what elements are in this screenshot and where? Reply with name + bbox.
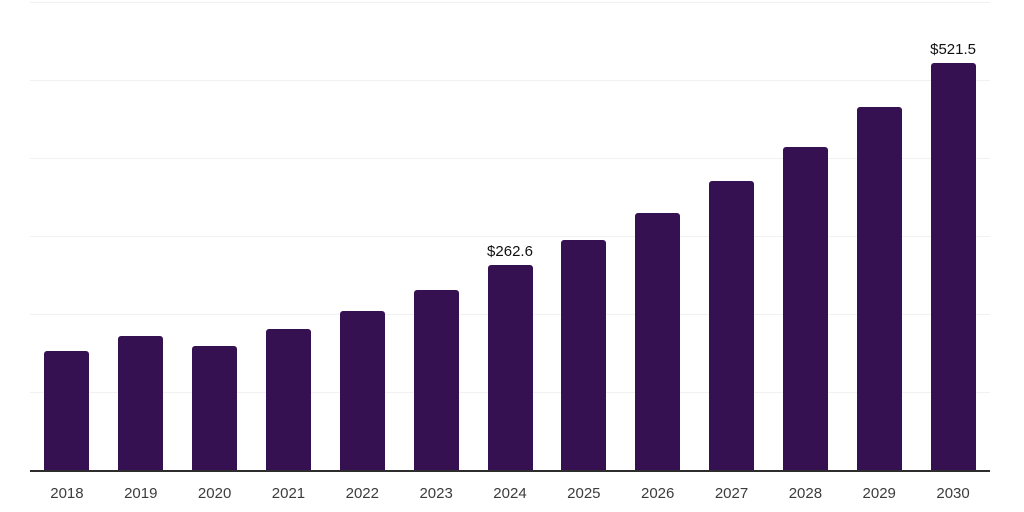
x-axis-line [30, 470, 990, 472]
bar-2021 [265, 328, 311, 470]
gridline-500 [30, 80, 990, 81]
x-axis-label-2022: 2022 [345, 485, 379, 502]
x-axis-label-2024: 2024 [493, 485, 527, 502]
bar-2026 [635, 212, 681, 470]
x-axis-label-2027: 2027 [714, 485, 749, 502]
bar-2027 [709, 181, 755, 470]
x-axis-label-2026: 2026 [641, 485, 675, 502]
bar-2023 [413, 289, 459, 470]
bar-2030 [930, 63, 976, 470]
bar-2019 [118, 335, 164, 470]
data-label-2030: $521.5 [930, 41, 976, 59]
bar-2025 [561, 240, 607, 470]
bar-2029 [856, 107, 902, 470]
bar-2018 [44, 351, 90, 470]
x-axis-label-2018: 2018 [50, 485, 84, 502]
x-axis-label-2023: 2023 [419, 485, 453, 502]
x-axis-label-2029: 2029 [862, 485, 896, 502]
x-axis-label-2020: 2020 [197, 485, 232, 502]
bar-2024 [487, 265, 533, 470]
x-axis-label-2025: 2025 [567, 485, 601, 502]
x-axis-label-2028: 2028 [788, 485, 823, 502]
gridline-600 [30, 2, 990, 3]
bar-2028 [782, 146, 828, 470]
gridline-400 [30, 158, 990, 159]
gridline-300 [30, 236, 990, 237]
data-label-2024: $262.6 [487, 243, 533, 261]
x-axis-label-2019: 2019 [124, 485, 158, 502]
bar-2020 [192, 346, 238, 470]
x-axis-label-2021: 2021 [271, 485, 306, 502]
x-axis-label-2030: 2030 [936, 485, 970, 502]
bar-2022 [339, 310, 385, 470]
